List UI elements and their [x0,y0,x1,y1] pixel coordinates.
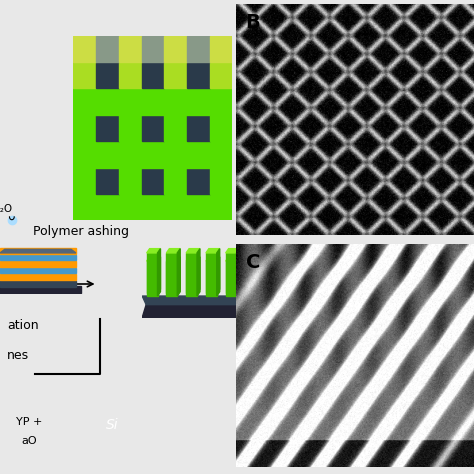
Bar [0,286,81,292]
Text: YP +: YP + [17,417,43,427]
Bar [119,36,142,62]
Text: nes: nes [7,349,29,362]
Polygon shape [166,257,180,261]
Text: H₂O: H₂O [0,203,12,214]
Polygon shape [157,257,161,293]
Bar [96,88,119,115]
Bar [73,141,96,168]
Bar [119,88,142,115]
Bar [187,36,210,62]
Polygon shape [186,249,200,253]
Polygon shape [197,249,200,296]
Polygon shape [217,249,220,296]
Polygon shape [226,249,239,253]
Bar [146,253,157,296]
Polygon shape [217,257,220,293]
Polygon shape [142,305,261,318]
Polygon shape [0,249,76,253]
Bar [0,255,76,260]
Bar [0,274,76,280]
Bar [142,141,164,168]
Bar [187,88,210,115]
Bar [226,253,237,296]
Text: Si: Si [106,419,119,432]
Polygon shape [146,257,161,261]
Bar [164,62,187,88]
Bar [187,115,210,141]
Polygon shape [166,249,180,253]
Bar [0,281,76,287]
Bar [210,115,232,141]
Bar [142,36,164,62]
Polygon shape [237,249,239,296]
Bar [164,194,187,220]
Text: B: B [246,13,260,32]
Bar [164,141,187,168]
Bar [210,168,232,194]
Bar [73,194,96,220]
Bar [119,168,142,194]
Polygon shape [206,249,220,253]
Bar [96,62,119,88]
Bar [0,248,76,254]
Text: ation: ation [7,319,38,332]
Text: C: C [246,253,260,272]
Polygon shape [237,257,239,293]
Bar [0,268,76,273]
Bar [164,36,187,62]
Polygon shape [197,257,200,293]
Polygon shape [142,296,261,305]
Text: aO: aO [22,437,37,447]
Bar [73,115,96,141]
Bar [206,253,217,296]
Bar [187,194,210,220]
Polygon shape [146,249,161,253]
Bar [210,141,232,168]
Bar [187,141,210,168]
Polygon shape [186,257,200,261]
Bar [142,88,164,115]
Polygon shape [206,257,220,261]
Bar [164,115,187,141]
Bar [142,168,164,194]
Bar [119,194,142,220]
Bar [73,88,96,115]
Bar [226,261,237,293]
Bar [142,62,164,88]
Bar [210,62,232,88]
Bar [187,62,210,88]
Bar [96,115,119,141]
Bar [73,168,96,194]
Bar [210,194,232,220]
Bar [96,168,119,194]
Bar [96,141,119,168]
Polygon shape [177,249,180,296]
Bar [0,261,76,267]
Bar [164,168,187,194]
Bar [206,261,217,293]
Bar [73,36,96,62]
Polygon shape [177,257,180,293]
Bar [119,115,142,141]
Bar [166,253,177,296]
Bar [187,168,210,194]
Bar [186,261,197,293]
Polygon shape [226,257,239,261]
Bar [142,194,164,220]
Bar [186,253,197,296]
Bar [146,261,157,293]
Bar [96,36,119,62]
Bar [142,115,164,141]
Bar [164,88,187,115]
Bar [73,62,96,88]
Bar [119,141,142,168]
Bar [210,88,232,115]
Bar [210,36,232,62]
Text: Polymer ashing: Polymer ashing [33,225,129,238]
Bar [119,62,142,88]
Polygon shape [157,249,161,296]
Bar [96,194,119,220]
Bar [166,261,177,293]
